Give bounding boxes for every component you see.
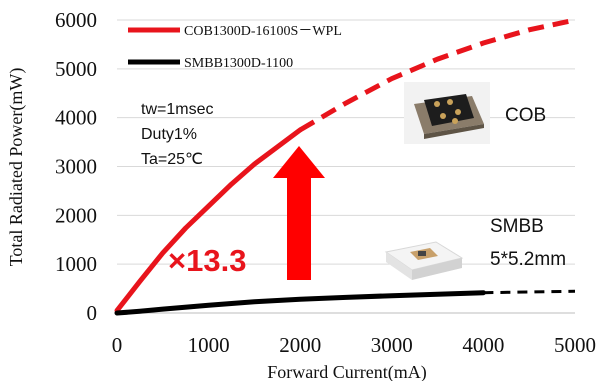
x-tick-label: 1000 [188,333,230,357]
y-tick-label: 5000 [55,57,97,81]
series-line-smbb [114,290,486,316]
series-line-smbb-extrapolated [483,289,576,295]
cob-label: COB [505,105,546,126]
condition-duty: Duty1% [141,126,197,143]
smbb-label-name: SMBB [490,216,544,237]
cob-product-image [404,82,490,144]
smbb-product-image [384,241,464,280]
x-tick-label: 0 [112,333,123,357]
x-tick-label: 3000 [371,333,413,357]
series-line-cob [114,127,303,314]
x-axis-label: Forward Current(mA) [267,362,426,381]
series-line-cob-extrapolated [298,17,576,133]
x-tick-label: 2000 [279,333,321,357]
x-tick-label: 5000 [554,333,596,357]
x-tick-labels: 0 1000 2000 3000 4000 5000 [112,333,596,357]
legend: COB1300D-16100S－WPL SMBB1300D-1100 [128,24,342,71]
condition-temperature: Ta=25℃ [141,151,203,168]
y-tick-label: 3000 [55,155,97,179]
y-tick-label: 0 [87,301,98,325]
y-tick-label: 4000 [55,106,97,130]
increase-arrow [273,146,325,280]
y-axis-label: Total Radiated Power(mW) [6,68,27,267]
y-tick-labels: 0 1000 2000 3000 4000 5000 6000 [55,8,97,325]
smbb-label-size: 5*5.2mm [490,249,566,270]
y-tick-label: 2000 [55,203,97,227]
y-tick-label: 1000 [55,252,97,276]
gridlines [117,19,575,265]
legend-label-smbb: SMBB1300D-1100 [184,56,293,71]
x-tick-label: 4000 [462,333,504,357]
y-tick-label: 6000 [55,8,97,32]
ratio-label: ×13.3 [168,243,246,278]
series-lines [114,17,576,316]
legend-label-cob: COB1300D-16100S－WPL [184,24,342,39]
condition-pulse-width: tw=1msec [141,101,213,118]
